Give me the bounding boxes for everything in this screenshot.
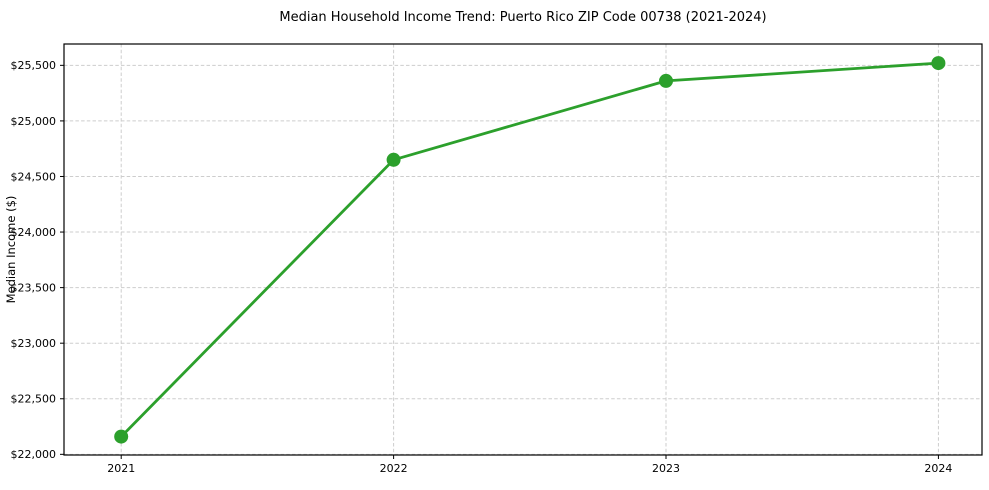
data-point-marker <box>114 429 129 444</box>
y-axis-label: Median Income ($) <box>4 196 18 304</box>
chart-title: Median Household Income Trend: Puerto Ri… <box>279 10 766 25</box>
y-tick-label: $24,000 <box>11 226 57 239</box>
data-point-marker <box>931 56 946 71</box>
x-tick-label: 2024 <box>924 462 952 475</box>
y-tick-label: $24,500 <box>11 170 57 183</box>
y-tick-label: $23,000 <box>11 337 57 350</box>
y-tick-label: $23,500 <box>11 281 57 294</box>
axes-box <box>63 43 983 456</box>
y-tick-label: $25,500 <box>11 59 57 72</box>
x-tick-label: 2023 <box>652 462 680 475</box>
data-point-marker <box>386 152 401 167</box>
y-tick-label: $22,500 <box>11 393 57 406</box>
y-tick-label: $25,000 <box>11 115 57 128</box>
x-tick-label: 2021 <box>107 462 135 475</box>
y-tick-label: $22,000 <box>11 448 57 461</box>
data-point-marker <box>659 73 673 88</box>
trend-line <box>119 61 940 438</box>
x-tick-label: 2022 <box>380 462 408 475</box>
